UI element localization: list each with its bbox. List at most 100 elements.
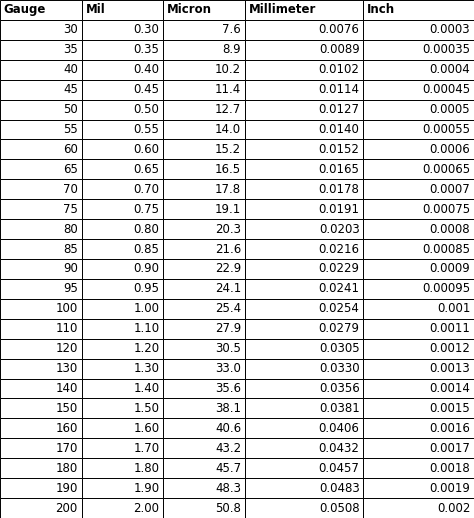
Text: 0.30: 0.30	[134, 23, 159, 36]
Text: 0.00035: 0.00035	[422, 44, 470, 56]
Text: 11.4: 11.4	[215, 83, 241, 96]
Text: 150: 150	[55, 402, 78, 415]
Text: 0.45: 0.45	[134, 83, 159, 96]
Bar	[82, 498, 163, 518]
Text: 0.0004: 0.0004	[429, 63, 470, 76]
Text: Inch: Inch	[367, 4, 395, 17]
Bar	[0, 120, 82, 139]
Text: 0.0330: 0.0330	[319, 362, 360, 375]
Bar	[364, 299, 474, 319]
Bar	[163, 379, 245, 398]
Bar	[82, 160, 163, 179]
Bar	[0, 319, 82, 339]
Text: 1.20: 1.20	[133, 342, 159, 355]
Bar	[163, 20, 245, 40]
Bar	[245, 60, 364, 80]
Text: 50.8: 50.8	[215, 501, 241, 514]
Text: 24.1: 24.1	[215, 282, 241, 295]
Bar	[0, 498, 82, 518]
Text: 12.7: 12.7	[215, 103, 241, 116]
Bar	[364, 219, 474, 239]
Text: 0.0012: 0.0012	[429, 342, 470, 355]
Text: 0.0015: 0.0015	[429, 402, 470, 415]
Text: 45: 45	[63, 83, 78, 96]
Bar	[0, 179, 82, 199]
Text: 21.6: 21.6	[215, 242, 241, 255]
Text: 35: 35	[63, 44, 78, 56]
Text: 0.0406: 0.0406	[319, 422, 360, 435]
Text: 0.00045: 0.00045	[422, 83, 470, 96]
Text: 38.1: 38.1	[215, 402, 241, 415]
Bar	[0, 419, 82, 438]
Text: 30.5: 30.5	[215, 342, 241, 355]
Bar	[0, 239, 82, 259]
Text: 1.60: 1.60	[133, 422, 159, 435]
Text: 22.9: 22.9	[215, 263, 241, 276]
Text: 0.00075: 0.00075	[422, 203, 470, 215]
Bar	[0, 299, 82, 319]
Bar	[163, 478, 245, 498]
Bar	[163, 239, 245, 259]
Bar	[163, 498, 245, 518]
Bar	[245, 398, 364, 419]
Bar	[0, 0, 82, 20]
Text: Micron: Micron	[167, 4, 212, 17]
Bar	[364, 478, 474, 498]
Bar	[245, 259, 364, 279]
Bar	[82, 339, 163, 358]
Text: 60: 60	[63, 143, 78, 156]
Bar	[0, 99, 82, 120]
Bar	[82, 458, 163, 478]
Text: 0.0508: 0.0508	[319, 501, 360, 514]
Text: 35.6: 35.6	[215, 382, 241, 395]
Bar	[82, 259, 163, 279]
Bar	[0, 339, 82, 358]
Bar	[0, 458, 82, 478]
Bar	[82, 20, 163, 40]
Text: 0.0254: 0.0254	[319, 303, 360, 315]
Bar	[364, 179, 474, 199]
Bar	[364, 80, 474, 99]
Bar	[0, 398, 82, 419]
Bar	[0, 478, 82, 498]
Text: 0.0127: 0.0127	[319, 103, 360, 116]
Text: 1.50: 1.50	[134, 402, 159, 415]
Text: 0.0483: 0.0483	[319, 482, 360, 495]
Bar	[0, 80, 82, 99]
Bar	[0, 139, 82, 160]
Bar	[245, 438, 364, 458]
Text: 20.3: 20.3	[215, 223, 241, 236]
Bar	[245, 160, 364, 179]
Bar	[82, 40, 163, 60]
Bar	[364, 120, 474, 139]
Text: 170: 170	[55, 442, 78, 455]
Text: 0.80: 0.80	[134, 223, 159, 236]
Text: 160: 160	[55, 422, 78, 435]
Bar	[364, 40, 474, 60]
Bar	[245, 40, 364, 60]
Bar	[364, 438, 474, 458]
Text: 0.0191: 0.0191	[319, 203, 360, 215]
Text: 0.0356: 0.0356	[319, 382, 360, 395]
Text: 0.0003: 0.0003	[429, 23, 470, 36]
Text: 0.001: 0.001	[437, 303, 470, 315]
Bar	[82, 0, 163, 20]
Bar	[0, 379, 82, 398]
Text: 0.0018: 0.0018	[429, 462, 470, 474]
Text: 0.0019: 0.0019	[429, 482, 470, 495]
Bar	[82, 398, 163, 419]
Bar	[245, 498, 364, 518]
Text: 2.00: 2.00	[134, 501, 159, 514]
Text: 30: 30	[63, 23, 78, 36]
Text: 0.40: 0.40	[134, 63, 159, 76]
Bar	[364, 239, 474, 259]
Bar	[245, 319, 364, 339]
Text: 110: 110	[55, 322, 78, 335]
Bar	[0, 60, 82, 80]
Bar	[364, 279, 474, 299]
Text: 0.0305: 0.0305	[319, 342, 360, 355]
Text: 0.75: 0.75	[134, 203, 159, 215]
Text: 0.0008: 0.0008	[429, 223, 470, 236]
Text: 0.0165: 0.0165	[319, 163, 360, 176]
Bar	[82, 379, 163, 398]
